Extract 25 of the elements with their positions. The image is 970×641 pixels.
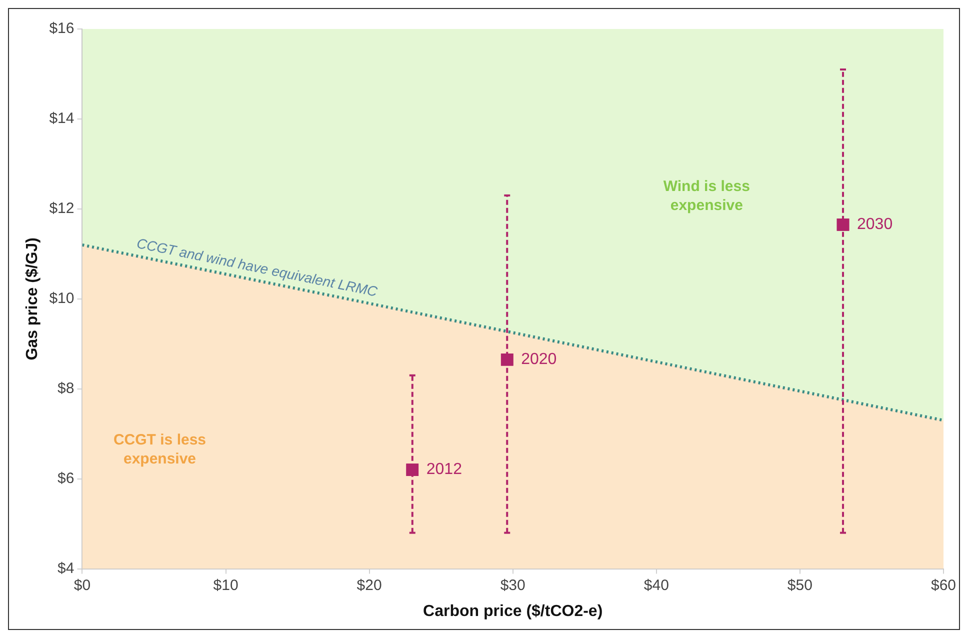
y-tick-label: $14 [49,110,74,128]
y-tick-label: $6 [58,470,74,487]
x-tick-label: $40 [644,576,669,594]
x-tick-label: $30 [500,576,526,594]
annotation: Wind is less expensive [663,178,750,214]
annotation: 2030 [857,216,893,234]
x-tick-label: $10 [213,576,238,594]
annotation: CCGT is less expensive [113,432,206,468]
x-tick-label: $20 [356,576,382,594]
y-tick-label: $10 [49,290,74,308]
y-tick-label: $16 [49,20,74,38]
annotation: 2012 [426,461,462,478]
y-tick-label: $4 [58,560,74,577]
y-tick-label: $12 [49,200,74,218]
x-tick-label: $0 [74,576,91,594]
annotation: 2020 [521,351,557,368]
x-axis-title: Carbon price ($/tCO2-e) [423,602,603,620]
point [836,218,850,231]
x-tick-label: $50 [787,576,812,594]
annotation: CCGT and wind have equivalent LRMC [135,234,380,300]
y-axis-title: Gas price ($/GJ) [24,238,42,360]
point [406,464,419,476]
point [500,353,514,366]
x-tick-label: $60 [930,576,956,594]
y-tick-label: $8 [58,380,74,398]
